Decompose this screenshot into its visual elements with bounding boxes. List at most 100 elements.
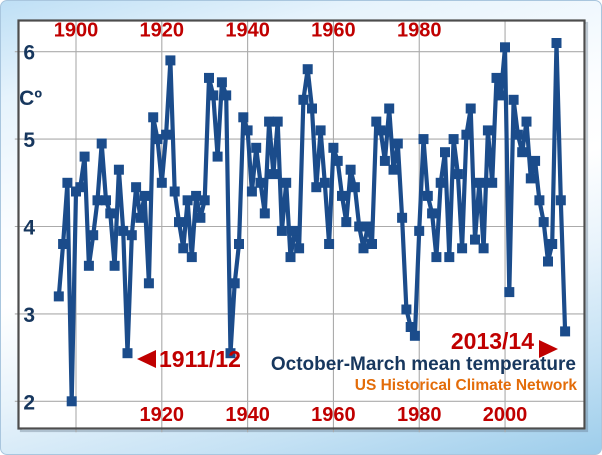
data-point: [495, 90, 506, 101]
y-axis-label: 4: [23, 217, 35, 240]
data-point: [186, 252, 197, 263]
data-point: [504, 287, 515, 298]
data-point: [169, 186, 180, 197]
data-point: [212, 151, 223, 162]
y-axis-label: 5: [23, 129, 35, 152]
chart-source-label: US Historical Climate Network: [355, 377, 578, 394]
data-point: [525, 173, 536, 184]
chart-title: October-March mean temperature: [271, 354, 576, 375]
data-point: [452, 169, 463, 180]
data-point: [362, 221, 373, 232]
data-point: [474, 177, 485, 188]
x-axis-label: 1960: [311, 20, 356, 42]
y-axis-label: 3: [23, 304, 35, 327]
data-point: [341, 217, 352, 228]
data-point: [379, 155, 390, 166]
annotation-1911-label: 1911/12: [159, 346, 241, 372]
x-axis-bottom-labels: 1920 1940 1960 1980 2000: [140, 404, 528, 426]
data-point: [294, 243, 305, 254]
data-point: [319, 177, 330, 188]
data-point: [109, 260, 120, 271]
data-point: [431, 252, 442, 263]
data-point: [79, 151, 90, 162]
data-point: [88, 230, 99, 241]
data-point: [131, 182, 142, 193]
data-point: [482, 125, 493, 136]
data-point: [375, 125, 386, 136]
data-point: [281, 177, 292, 188]
data-point: [551, 38, 562, 48]
data-point: [427, 208, 438, 219]
x-axis-label: 1920: [140, 404, 185, 426]
data-point: [384, 103, 395, 114]
data-point: [345, 164, 356, 175]
data-point: [148, 112, 159, 123]
data-point: [354, 221, 365, 232]
data-point: [418, 134, 429, 145]
data-point: [156, 177, 167, 188]
x-axis-top-labels: 1900 1920 1940 1960 1980: [54, 20, 442, 42]
data-point: [298, 94, 309, 105]
data-point: [311, 182, 322, 193]
annotation-1911-12: 1911/12: [137, 346, 241, 372]
left-arrow-icon: [137, 350, 156, 368]
data-point: [508, 94, 519, 105]
data-point: [216, 77, 227, 88]
data-point: [92, 195, 103, 206]
data-point: [289, 225, 300, 236]
data-point: [448, 134, 459, 145]
data-point: [251, 142, 262, 153]
data-point: [440, 147, 450, 158]
data-point: [414, 225, 425, 236]
data-point: [397, 212, 408, 223]
data-point: [555, 195, 566, 206]
data-point: [409, 330, 420, 341]
data-point: [195, 212, 206, 223]
data-point: [315, 125, 326, 136]
data-point: [422, 190, 433, 201]
data-point: [388, 164, 399, 175]
data-point: [122, 348, 133, 359]
data-point: [324, 239, 335, 249]
data-point: [521, 116, 532, 127]
data-point: [83, 260, 94, 271]
data-point: [547, 239, 558, 249]
data-point: [58, 239, 69, 249]
data-point: [500, 42, 510, 53]
data-point: [101, 195, 111, 206]
data-point: [143, 278, 154, 289]
data-point: [487, 177, 498, 188]
data-point: [161, 129, 172, 140]
data-point: [444, 252, 455, 263]
data-point: [246, 186, 257, 197]
data-point: [534, 195, 545, 206]
data-point: [242, 125, 253, 136]
data-point: [328, 142, 339, 153]
data-point: [221, 90, 232, 101]
data-point: [371, 116, 382, 127]
data-point: [302, 64, 313, 75]
data-series: [53, 38, 571, 407]
y-axis-unit-label: Cº: [19, 87, 42, 110]
data-point: [229, 278, 240, 289]
data-point: [517, 147, 528, 158]
data-point: [401, 304, 412, 315]
data-point: [191, 190, 202, 201]
data-point: [96, 138, 107, 149]
plot-border: [17, 19, 586, 430]
y-axis-label: 2: [23, 391, 35, 414]
data-point: [560, 326, 571, 337]
x-axis-label: 1940: [225, 20, 270, 42]
data-point: [62, 177, 73, 188]
data-point: [285, 252, 296, 263]
right-arrow-icon: [539, 340, 558, 358]
data-point: [530, 155, 541, 166]
data-point: [491, 72, 502, 83]
data-point: [152, 134, 163, 145]
data-point: [199, 195, 210, 206]
data-point: [307, 103, 317, 114]
annotation-2013-label: 2013/14: [451, 328, 534, 354]
data-point: [225, 348, 236, 359]
data-point: [182, 195, 193, 206]
